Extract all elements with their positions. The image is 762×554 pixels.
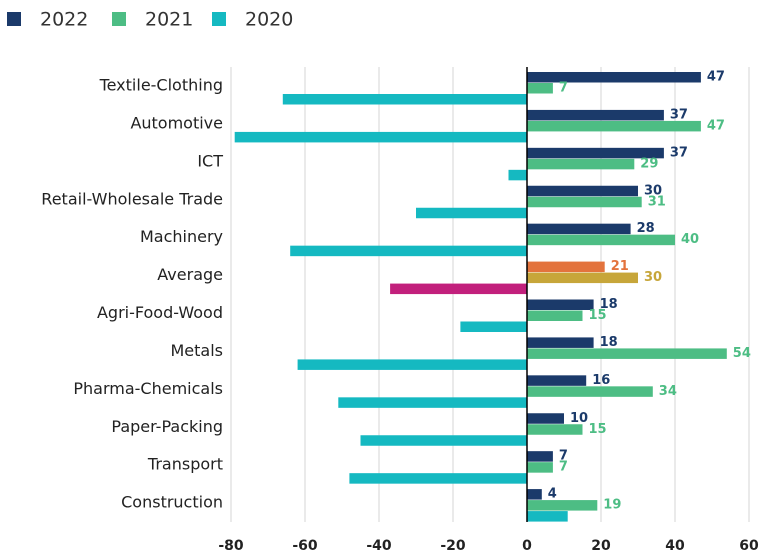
y-tick-label: Machinery (140, 227, 223, 246)
bar (282, 94, 527, 105)
bar (527, 299, 594, 310)
bar (527, 500, 598, 511)
bar (527, 489, 542, 500)
bar (527, 261, 605, 273)
x-tick-label: 0 (522, 538, 532, 554)
bar (527, 386, 653, 397)
x-tick-label: -20 (440, 538, 466, 554)
bar (527, 234, 675, 246)
data-label: 47 (707, 118, 725, 133)
y-tick-label: Construction (121, 493, 223, 512)
bar (527, 83, 553, 94)
data-label: 29 (640, 156, 658, 171)
y-tick-label: Agri-Food-Wood (97, 303, 223, 322)
x-tick-label: 60 (739, 538, 759, 554)
bar (527, 223, 631, 235)
y-tick-label: ICT (197, 151, 223, 170)
data-label: 19 (603, 498, 621, 513)
data-label: 10 (570, 411, 588, 426)
data-label: 47 (707, 70, 725, 85)
data-label: 21 (611, 259, 629, 274)
bar (527, 196, 642, 208)
x-tick-label: -40 (366, 538, 392, 554)
bar (527, 511, 568, 522)
y-tick-label: Transport (147, 455, 223, 474)
data-label: 16 (592, 373, 610, 388)
legend-swatch (7, 12, 21, 26)
data-label: 15 (589, 422, 607, 437)
bar (527, 375, 587, 386)
bar (527, 72, 701, 83)
bar (527, 120, 701, 132)
y-tick-label: Retail-Wholesale Trade (41, 189, 223, 208)
data-label: 31 (648, 194, 666, 209)
legend-label: 2021 (145, 9, 193, 31)
data-label: 34 (659, 384, 677, 399)
data-label: 40 (681, 232, 699, 247)
bar (527, 413, 564, 424)
data-label: 7 (559, 81, 568, 96)
bar (527, 185, 638, 197)
data-label: 18 (600, 335, 618, 350)
x-tick-label: 20 (591, 538, 611, 554)
bar (390, 283, 527, 295)
data-label: 4 (548, 487, 557, 502)
bar (527, 462, 553, 473)
bar (360, 435, 527, 446)
y-tick-label: Metals (170, 341, 223, 360)
legend-swatch (112, 12, 126, 26)
bar (527, 424, 583, 435)
data-label: 37 (670, 145, 688, 160)
data-label: 7 (559, 449, 568, 464)
y-tick-label: Automotive (130, 113, 223, 132)
bar (234, 131, 527, 143)
data-label: 28 (637, 221, 655, 236)
bar (527, 337, 594, 348)
bar (527, 158, 635, 170)
y-tick-label: Paper-Packing (111, 417, 223, 436)
bar (290, 245, 527, 257)
y-tick-label: Textile-Clothing (99, 76, 223, 95)
bar (338, 397, 527, 408)
y-tick-label: Pharma-Chemicals (73, 379, 223, 398)
bar (508, 169, 527, 181)
bar (527, 348, 727, 359)
bar (527, 147, 664, 159)
data-label: 18 (600, 297, 618, 312)
y-tick-label: Average (157, 265, 223, 284)
bar (349, 473, 527, 484)
data-label: 7 (559, 460, 568, 475)
data-label: 15 (589, 308, 607, 323)
data-label: 30 (644, 183, 662, 198)
legend-label: 2022 (40, 9, 88, 31)
legend-label: 2020 (245, 9, 293, 31)
x-tick-label: -80 (218, 538, 244, 554)
data-label: 30 (644, 270, 662, 285)
bar (297, 359, 527, 370)
data-label: 54 (733, 346, 751, 361)
bar (416, 207, 527, 219)
bar (460, 321, 527, 332)
x-tick-label: 40 (665, 538, 685, 554)
bar (527, 272, 638, 284)
bar (527, 451, 553, 462)
bar (527, 109, 664, 121)
bar (527, 310, 583, 321)
data-label: 37 (670, 107, 688, 122)
x-tick-label: -60 (292, 538, 318, 554)
legend-swatch (212, 12, 226, 26)
